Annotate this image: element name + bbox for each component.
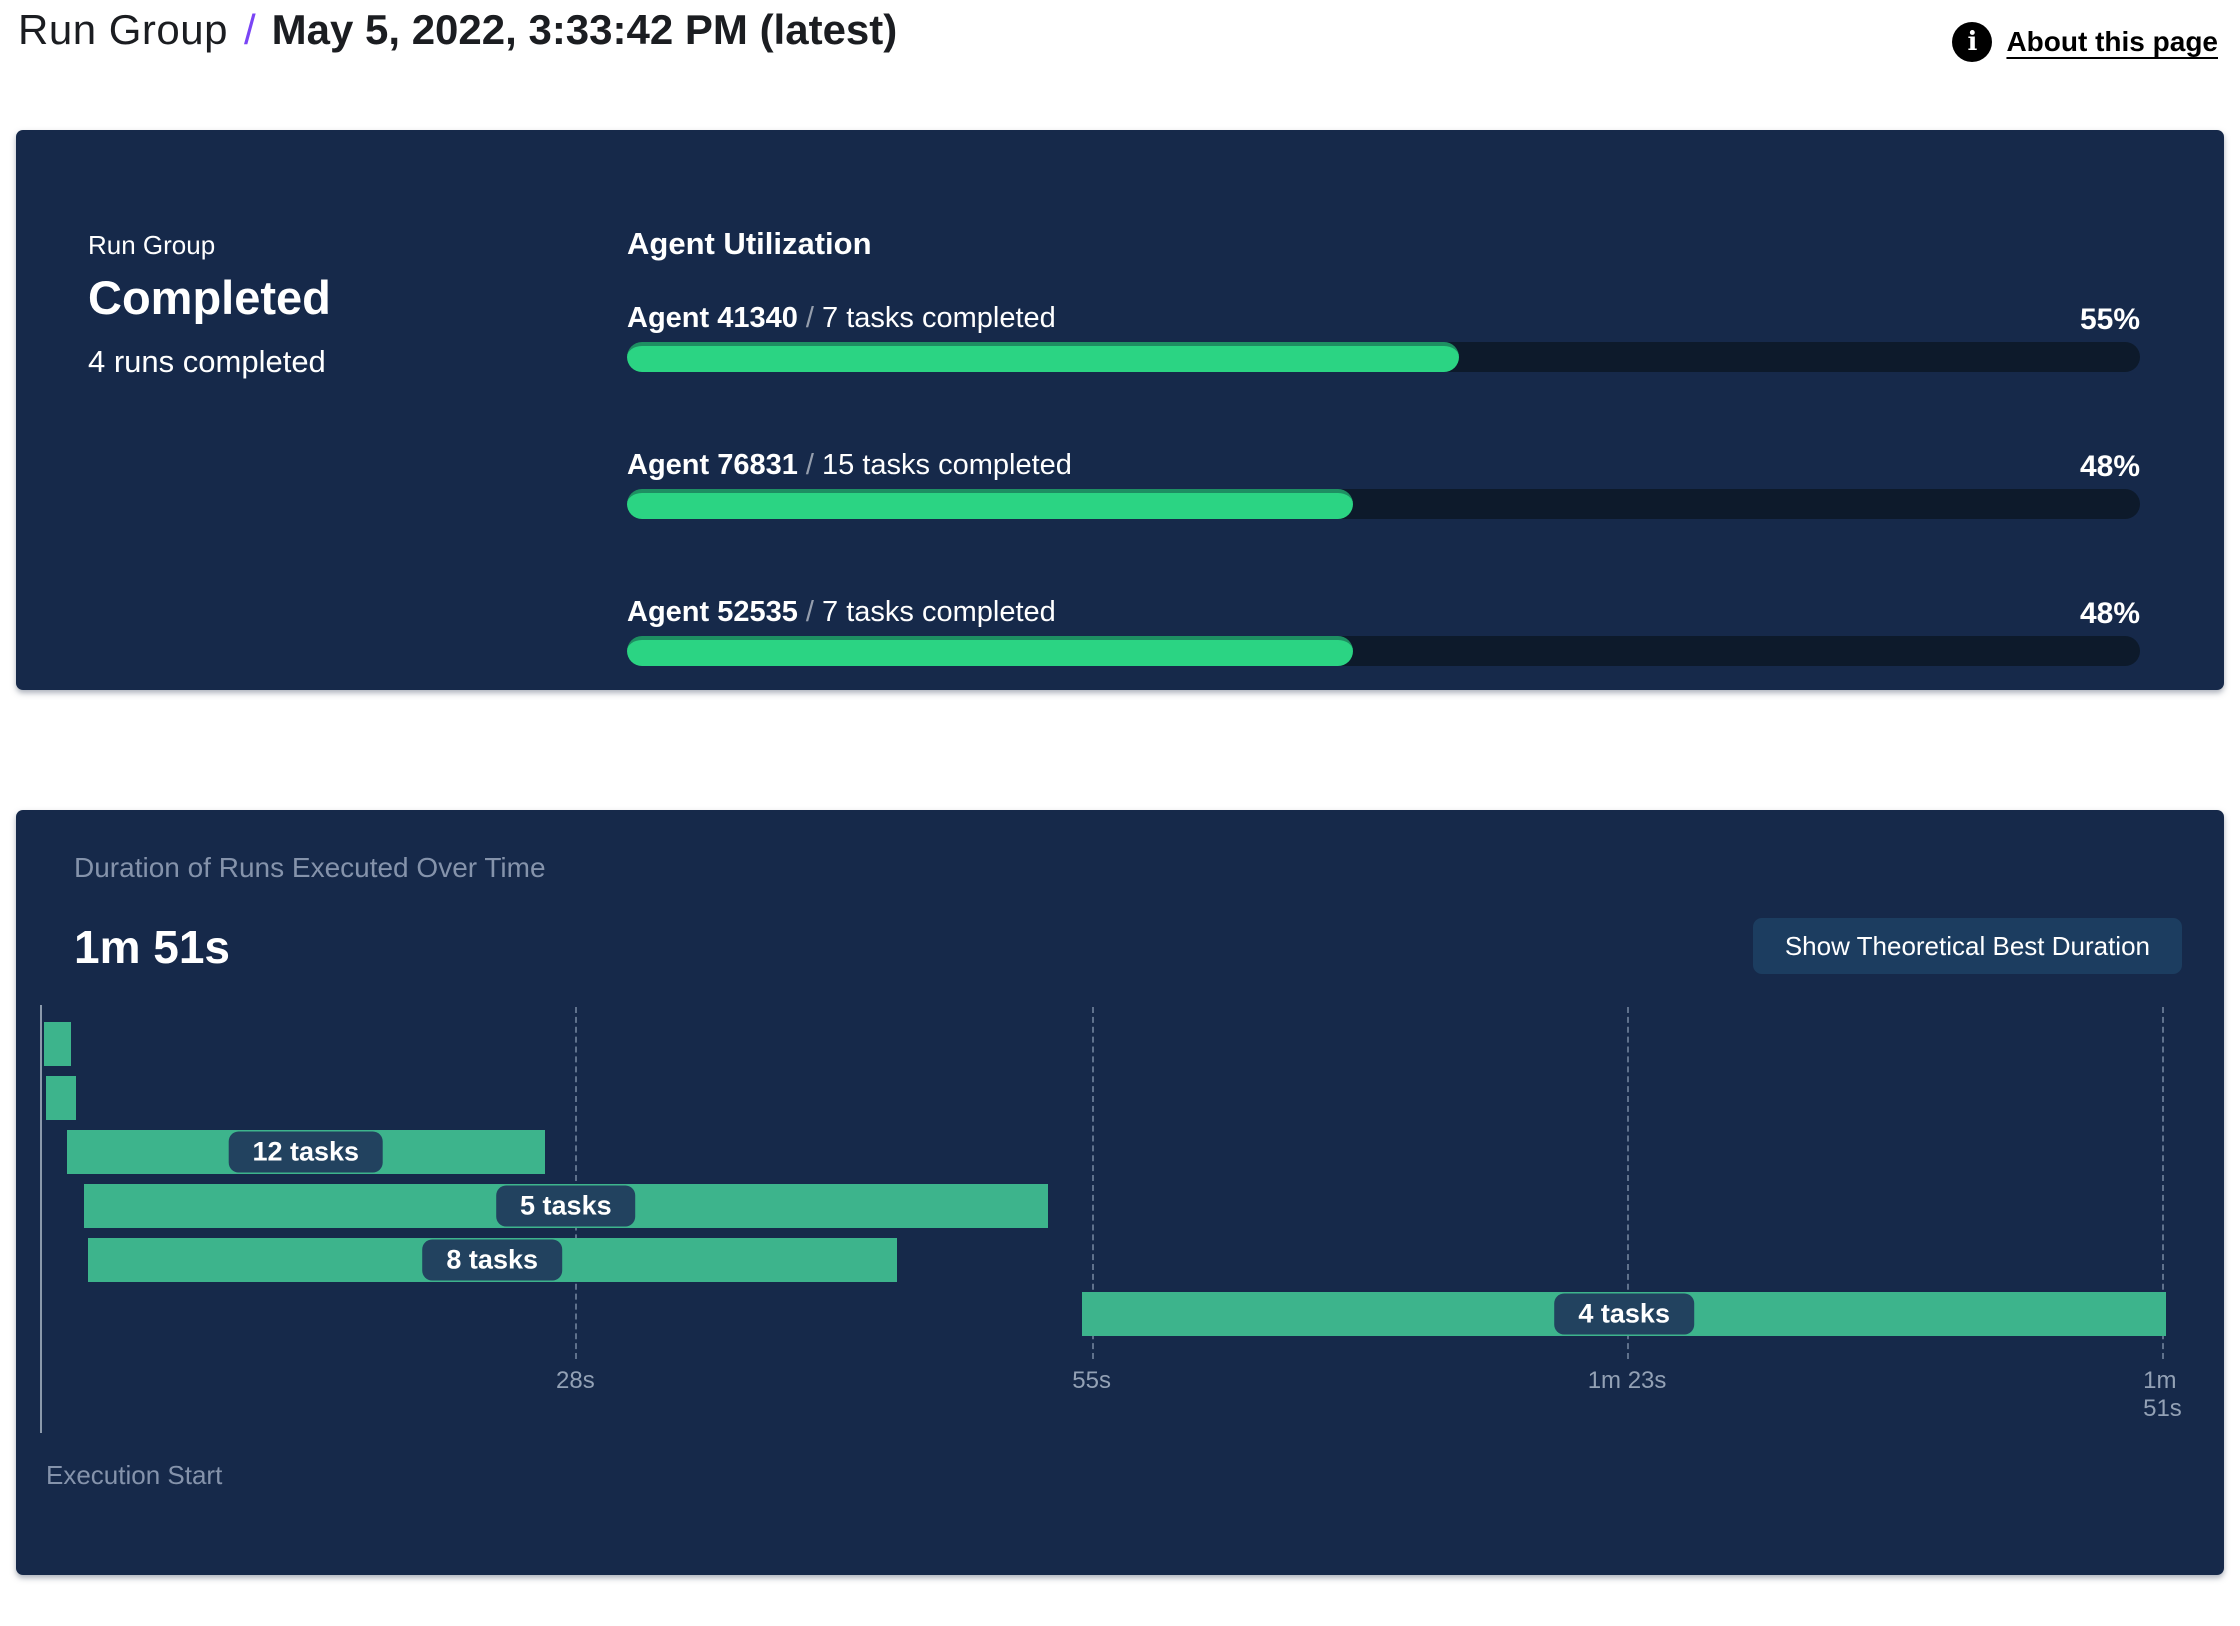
show-theoretical-best-duration-button[interactable]: Show Theoretical Best Duration (1752, 918, 2182, 974)
duration-chart-title: Duration of Runs Executed Over Time (74, 852, 546, 883)
agent-utilization-row: Agent 76831 / 15 tasks completed 48% (627, 449, 2140, 529)
agent-utilization-fill (627, 342, 1460, 372)
execution-start-label: Execution Start (46, 1460, 223, 1490)
agent-tasks-completed: 15 tasks completed (822, 449, 1072, 481)
status-badge: Completed (88, 271, 331, 324)
agent-row-label: Agent 41340 / 7 tasks completed (627, 302, 1056, 335)
total-duration-value: 1m 51s (74, 921, 231, 973)
task-count-pill: 4 tasks (1554, 1293, 1694, 1335)
breadcrumb: Run Group / May 5, 2022, 3:33:42 PM (lat… (18, 6, 897, 54)
gantt-tick-label: 1m 23s (1587, 1367, 1667, 1394)
agent-label-separator: / (797, 596, 823, 628)
gantt-tick-label: 28s (556, 1367, 595, 1394)
agent-utilization-percent: 55% (2079, 303, 2140, 336)
task-count-pill: 8 tasks (422, 1239, 562, 1281)
duration-panel: Duration of Runs Executed Over Time 1m 5… (16, 810, 2224, 1575)
agent-tasks-completed: 7 tasks completed (822, 302, 1056, 334)
agent-name: Agent 76831 (627, 449, 798, 481)
gantt-gridline (1091, 1007, 1094, 1359)
about-this-page-link[interactable]: i About this page (1952, 22, 2218, 62)
agent-name: Agent 52535 (627, 596, 798, 628)
agent-label-separator: / (797, 449, 823, 481)
agent-utilization-track (627, 342, 2140, 372)
gantt-run-bar[interactable]: 8 tasks (87, 1238, 897, 1282)
agent-name: Agent 41340 (627, 302, 798, 334)
gantt-gridline (1627, 1007, 1630, 1359)
agent-utilization-row: Agent 41340 / 7 tasks completed 55% (627, 302, 2140, 382)
gantt-gridline (2162, 1007, 2165, 1359)
about-link-label: About this page (2006, 26, 2218, 57)
agent-label-separator: / (797, 302, 823, 334)
task-count-pill: 12 tasks (228, 1131, 384, 1173)
gantt-run-bar[interactable] (45, 1076, 77, 1120)
gantt-run-bar[interactable]: 4 tasks (1082, 1292, 2167, 1336)
agent-utilization-percent: 48% (2079, 597, 2140, 630)
duration-gantt-chart: 28s 55s 1m 23s 1m 51s 12 tasks 5 tasks 8 tasks… (40, 1005, 2182, 1450)
gantt-run-bar[interactable]: 5 tasks (83, 1184, 1048, 1228)
agent-tasks-completed: 7 tasks completed (822, 596, 1056, 628)
info-icon: i (1952, 22, 1993, 62)
execution-start-axis (40, 1005, 42, 1433)
gantt-tick-label: 55s (1072, 1367, 1112, 1394)
agent-row-label: Agent 76831 / 15 tasks completed (627, 449, 1072, 482)
agent-utilization-track (627, 636, 2140, 666)
agent-utilization-row: Agent 52535 / 7 tasks completed 48% (627, 596, 2140, 676)
agent-utilization-track (627, 489, 2140, 519)
agent-utilization-heading: Agent Utilization (627, 226, 872, 261)
agent-utilization-percent: 48% (2079, 450, 2140, 483)
summary-label: Run Group (88, 230, 216, 260)
run-group-summary-panel: Run Group Completed 4 runs completed Age… (16, 130, 2224, 690)
gantt-gridline (575, 1007, 578, 1359)
gantt-run-bar[interactable] (43, 1022, 71, 1066)
agent-utilization-fill (627, 636, 1354, 666)
runs-completed-count: 4 runs completed (88, 344, 326, 379)
task-count-pill: 5 tasks (496, 1185, 636, 1227)
page-title: May 5, 2022, 3:33:42 PM (latest) (271, 6, 898, 53)
agent-utilization-fill (627, 489, 1354, 519)
agent-row-label: Agent 52535 / 7 tasks completed (627, 596, 1056, 629)
breadcrumb-separator: / (243, 6, 256, 53)
gantt-tick-label: 1m 51s (2143, 1367, 2182, 1422)
breadcrumb-run-group[interactable]: Run Group (18, 6, 228, 53)
gantt-run-bar[interactable]: 12 tasks (66, 1130, 545, 1174)
